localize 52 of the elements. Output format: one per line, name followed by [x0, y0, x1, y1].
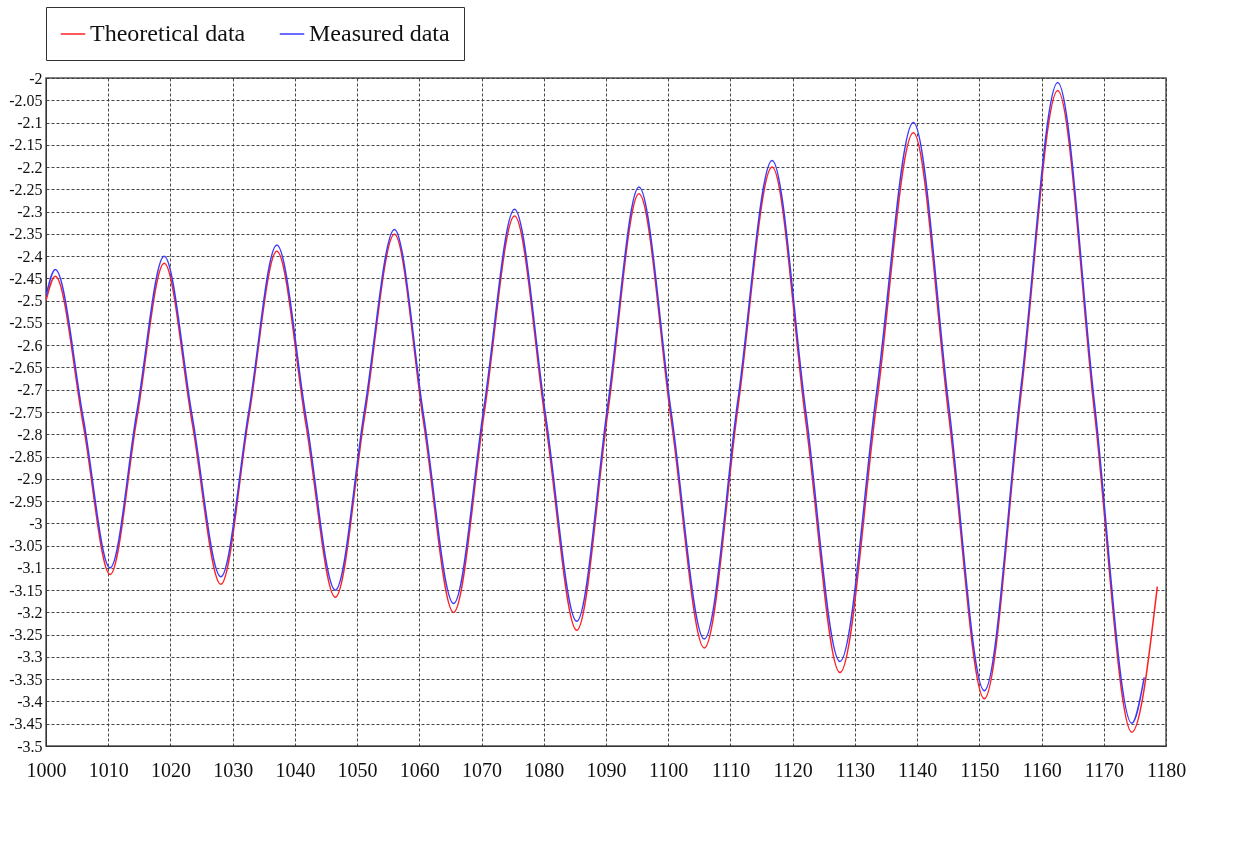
y-tick-label: -3.1	[17, 559, 43, 577]
y-tick-label: -2.95	[9, 492, 43, 510]
y-tick-label: -2	[29, 69, 43, 87]
x-tick-label: 1030	[213, 758, 254, 781]
x-tick-label: 1010	[88, 758, 129, 781]
x-tick-label: 1140	[897, 758, 938, 781]
y-tick-label: -2.3	[17, 203, 43, 221]
x-tick-label: 1130	[835, 758, 876, 781]
x-tick-label: 1080	[524, 758, 565, 781]
y-tick-label: -2.6	[17, 336, 43, 354]
x-tick-label: 1000	[26, 758, 67, 781]
x-tick-label: 1170	[1084, 758, 1124, 781]
y-tick-label: -3.25	[9, 626, 43, 644]
y-tick-label: -2.75	[9, 403, 43, 421]
y-tick-label: -2.5	[17, 292, 43, 310]
y-tick-label: -3.2	[17, 603, 43, 621]
y-tick-label: -2.7	[17, 381, 43, 399]
y-tick-label: -3.4	[17, 692, 43, 710]
y-tick-label: -3.35	[9, 670, 43, 688]
y-tick-label: -2.05	[9, 91, 43, 109]
y-tick-label: -2.8	[17, 425, 43, 443]
y-tick-label: -2.25	[9, 180, 43, 198]
y-tick-label: -2.1	[17, 114, 43, 132]
y-tick-label: -3.3	[17, 648, 43, 666]
x-tick-label: 1120	[773, 758, 813, 781]
y-tick-label: -3.5	[17, 737, 43, 755]
y-tick-label: -2.9	[17, 470, 43, 488]
y-tick-label: -2.15	[9, 136, 43, 154]
y-tick-label: -2.35	[9, 225, 43, 243]
y-tick-label: -3.45	[9, 715, 43, 733]
x-tick-label: 1100	[649, 758, 689, 781]
x-tick-label: 1150	[960, 758, 1000, 781]
x-tick-label: 1180	[1146, 758, 1187, 781]
y-tick-label: -3.05	[9, 537, 43, 555]
y-tick-label: -3.15	[9, 581, 43, 599]
y-tick-label: -2.85	[9, 448, 43, 466]
x-tick-label: 1040	[275, 758, 316, 781]
x-tick-label: 1110	[711, 758, 751, 781]
y-tick-label: -2.2	[17, 158, 43, 176]
y-tick-label: -2.65	[9, 358, 43, 376]
x-tick-label: 1160	[1022, 758, 1062, 781]
y-tick-label: -2.45	[9, 269, 43, 287]
x-tick-label: 1060	[399, 758, 440, 781]
legend-label: Theoretical data	[90, 20, 246, 46]
x-tick-label: 1050	[337, 758, 378, 781]
x-tick-label: 1070	[462, 758, 503, 781]
y-tick-label: -2.4	[17, 247, 43, 265]
y-tick-label: -3	[29, 514, 43, 532]
y-tick-label: -2.55	[9, 314, 43, 332]
legend-label: Measured data	[309, 20, 450, 46]
x-tick-label: 1090	[586, 758, 627, 781]
x-tick-label: 1020	[150, 758, 191, 781]
